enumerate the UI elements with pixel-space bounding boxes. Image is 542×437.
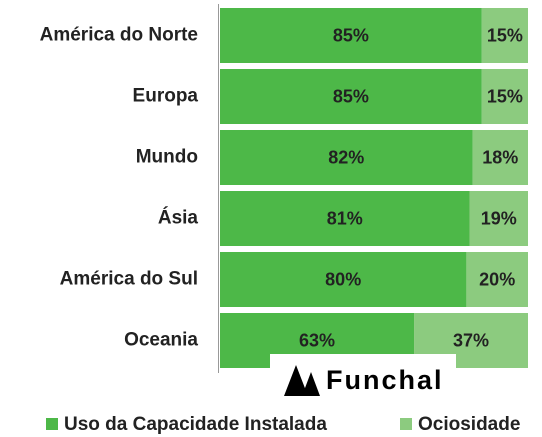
bar-segment <box>220 130 473 185</box>
data-label: 20% <box>479 269 515 289</box>
data-label: 37% <box>453 330 489 350</box>
data-label: 15% <box>487 25 523 45</box>
data-label: 81% <box>327 208 363 228</box>
category-label: Ásia <box>158 207 199 229</box>
legend-label: Uso da Capacidade Instalada <box>64 414 327 435</box>
data-label: 82% <box>328 147 364 167</box>
bar-segment <box>472 130 528 185</box>
bar-segment <box>220 191 470 246</box>
watermark-text: Funchal <box>326 365 444 395</box>
bar-segment <box>220 252 467 307</box>
logo-icon <box>284 365 308 396</box>
logo-icon <box>302 372 320 396</box>
bar-segment <box>481 69 528 124</box>
legend-swatch <box>400 418 412 430</box>
category-label: Europa <box>133 86 199 107</box>
legend-swatch <box>46 418 58 430</box>
data-label: 80% <box>325 269 361 289</box>
category-label: América do Sul <box>60 269 198 290</box>
legend-label: Ociosidade <box>418 414 520 435</box>
data-label: 63% <box>299 330 335 350</box>
data-label: 15% <box>487 86 523 106</box>
category-label: América do Norte <box>40 25 198 46</box>
plot: América do Norte 85% 15% Europa 85% 15% Mundo 8… <box>40 8 528 368</box>
data-label: 19% <box>481 208 517 228</box>
bar-segment <box>469 191 528 246</box>
category-label: Mundo <box>136 147 198 168</box>
bar-segment <box>481 8 528 63</box>
bar-segment <box>220 8 482 63</box>
category-label: Oceania <box>124 330 198 351</box>
watermark: Funchal <box>270 354 456 400</box>
bar-segment <box>466 252 528 307</box>
data-label: 85% <box>333 86 369 106</box>
data-label: 18% <box>482 147 518 167</box>
data-label: 85% <box>333 25 369 45</box>
bar-segment <box>220 69 482 124</box>
